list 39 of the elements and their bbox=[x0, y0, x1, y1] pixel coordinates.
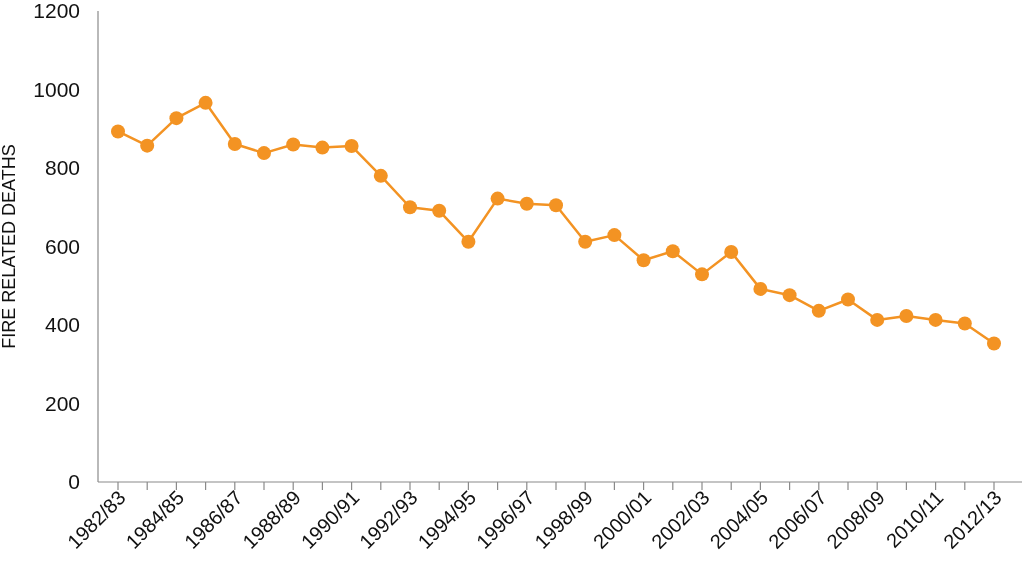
point bbox=[841, 292, 855, 307]
point bbox=[432, 203, 447, 218]
y-tick-label: 400 bbox=[44, 313, 80, 337]
y-axis-title: FIRE RELATED DEATHS bbox=[0, 144, 19, 349]
y-tick-label: 600 bbox=[44, 234, 80, 258]
point bbox=[811, 303, 826, 318]
point bbox=[578, 234, 593, 249]
point bbox=[403, 200, 417, 215]
y-tick-label: 800 bbox=[44, 156, 80, 180]
point bbox=[870, 312, 885, 327]
point bbox=[198, 95, 213, 110]
point bbox=[899, 308, 914, 323]
point bbox=[257, 146, 271, 161]
point bbox=[782, 288, 797, 303]
point bbox=[227, 137, 242, 152]
point bbox=[344, 139, 359, 154]
point bbox=[549, 198, 563, 213]
point bbox=[286, 137, 301, 152]
y-tick-label: 1000 bbox=[33, 77, 80, 101]
point bbox=[140, 138, 155, 153]
point bbox=[373, 168, 388, 183]
point bbox=[315, 140, 330, 155]
point bbox=[753, 281, 768, 296]
point bbox=[607, 228, 622, 243]
point bbox=[519, 196, 534, 211]
point bbox=[665, 244, 680, 259]
point bbox=[987, 336, 1001, 351]
point bbox=[169, 111, 184, 126]
point bbox=[928, 312, 943, 327]
point bbox=[695, 267, 709, 282]
y-tick-label: 0 bbox=[68, 470, 80, 494]
point bbox=[461, 234, 476, 249]
y-tick-label: 1200 bbox=[33, 0, 80, 23]
y-tick-label: 200 bbox=[44, 391, 80, 415]
point bbox=[957, 316, 972, 331]
point bbox=[490, 191, 505, 206]
point bbox=[724, 245, 739, 259]
point bbox=[111, 124, 125, 139]
point bbox=[636, 253, 651, 268]
